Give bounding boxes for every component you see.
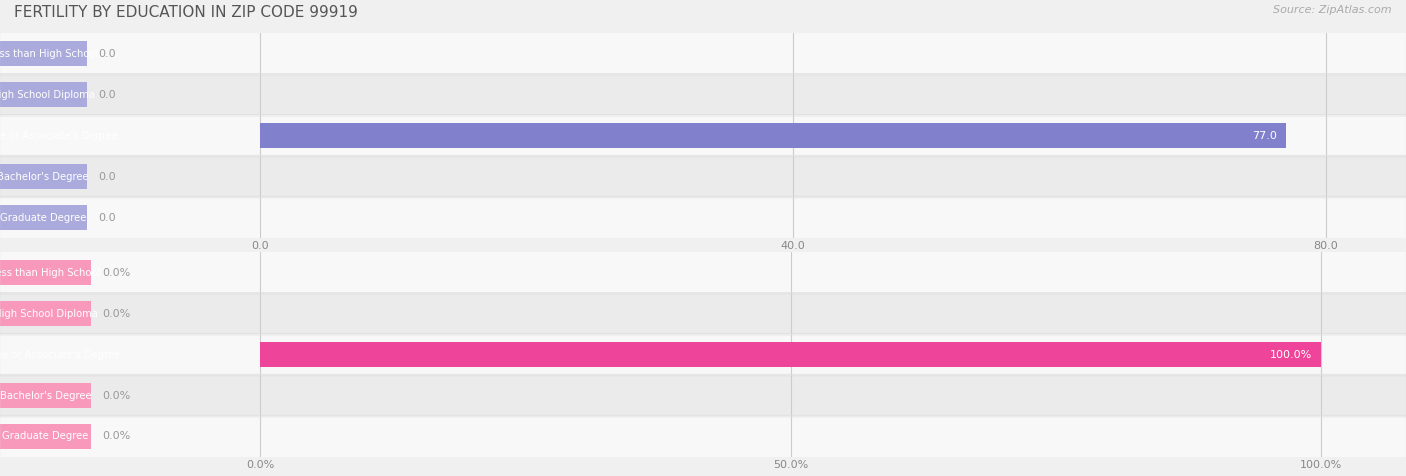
Text: 0.0: 0.0 xyxy=(98,212,115,223)
Bar xyxy=(0,205,87,230)
Bar xyxy=(260,342,1322,367)
Bar xyxy=(0,197,1406,238)
Bar xyxy=(0,424,91,449)
Bar xyxy=(0,416,1406,457)
Bar xyxy=(0,334,1406,375)
Text: College or Associate's Degree: College or Associate's Degree xyxy=(0,349,120,360)
Bar xyxy=(0,33,1406,74)
Text: Source: ZipAtlas.com: Source: ZipAtlas.com xyxy=(1274,5,1392,15)
Text: 100.0%: 100.0% xyxy=(1270,349,1312,360)
Text: 0.0%: 0.0% xyxy=(103,268,131,278)
Text: Graduate Degree: Graduate Degree xyxy=(3,431,89,442)
Bar xyxy=(0,82,87,108)
Bar xyxy=(0,156,1406,197)
Bar xyxy=(0,74,1406,115)
Bar xyxy=(0,260,91,286)
Text: High School Diploma: High School Diploma xyxy=(0,89,96,100)
Text: College or Associate's Degree: College or Associate's Degree xyxy=(0,130,118,141)
Text: 0.0%: 0.0% xyxy=(103,308,131,319)
Text: Less than High School: Less than High School xyxy=(0,268,101,278)
Text: Bachelor's Degree: Bachelor's Degree xyxy=(0,171,89,182)
Text: FERTILITY BY EDUCATION IN ZIP CODE 99919: FERTILITY BY EDUCATION IN ZIP CODE 99919 xyxy=(14,5,359,20)
Text: 0.0: 0.0 xyxy=(98,49,115,59)
Text: 0.0%: 0.0% xyxy=(103,431,131,442)
Bar xyxy=(0,383,91,408)
Bar xyxy=(0,293,1406,334)
Bar xyxy=(260,123,1286,149)
Text: High School Diploma: High School Diploma xyxy=(0,308,97,319)
Bar xyxy=(0,375,1406,416)
Text: Graduate Degree: Graduate Degree xyxy=(0,212,87,223)
Bar xyxy=(0,252,1406,293)
Text: 0.0: 0.0 xyxy=(98,89,115,100)
Text: Bachelor's Degree: Bachelor's Degree xyxy=(0,390,91,401)
Text: 77.0: 77.0 xyxy=(1251,130,1277,141)
Bar xyxy=(0,301,91,327)
Bar xyxy=(0,41,87,67)
Text: Less than High School: Less than High School xyxy=(0,49,98,59)
Bar xyxy=(0,115,1406,156)
Text: 0.0: 0.0 xyxy=(98,171,115,182)
Text: 0.0%: 0.0% xyxy=(103,390,131,401)
Bar xyxy=(0,164,87,189)
